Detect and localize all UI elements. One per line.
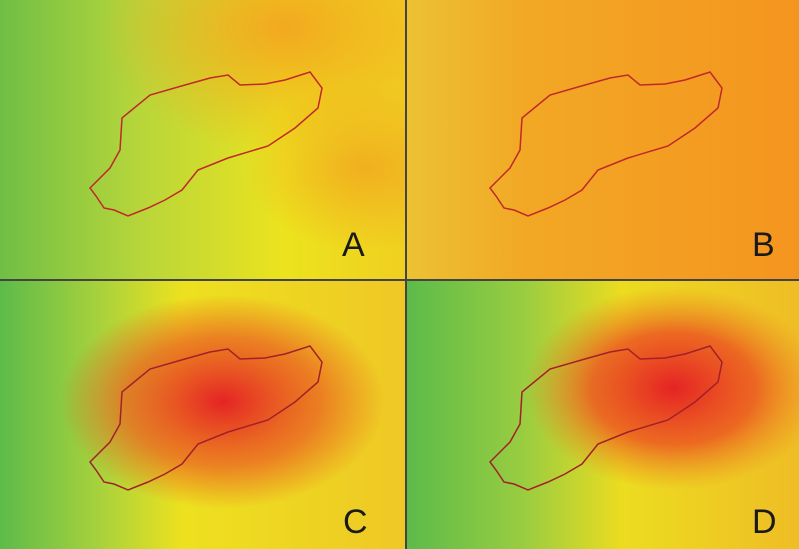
panel-label: B bbox=[752, 226, 775, 264]
panel-d: D bbox=[407, 281, 799, 549]
raster-overlay bbox=[0, 0, 405, 279]
panel-b: B bbox=[407, 0, 799, 279]
raster-overlay bbox=[407, 281, 799, 549]
panel-c: C bbox=[0, 281, 405, 549]
panel-label: A bbox=[342, 226, 365, 264]
raster bbox=[407, 0, 799, 279]
panel-label: D bbox=[752, 503, 777, 541]
panel-a: A bbox=[0, 0, 405, 279]
panel-label: C bbox=[343, 503, 368, 541]
raster-overlay bbox=[0, 281, 405, 549]
